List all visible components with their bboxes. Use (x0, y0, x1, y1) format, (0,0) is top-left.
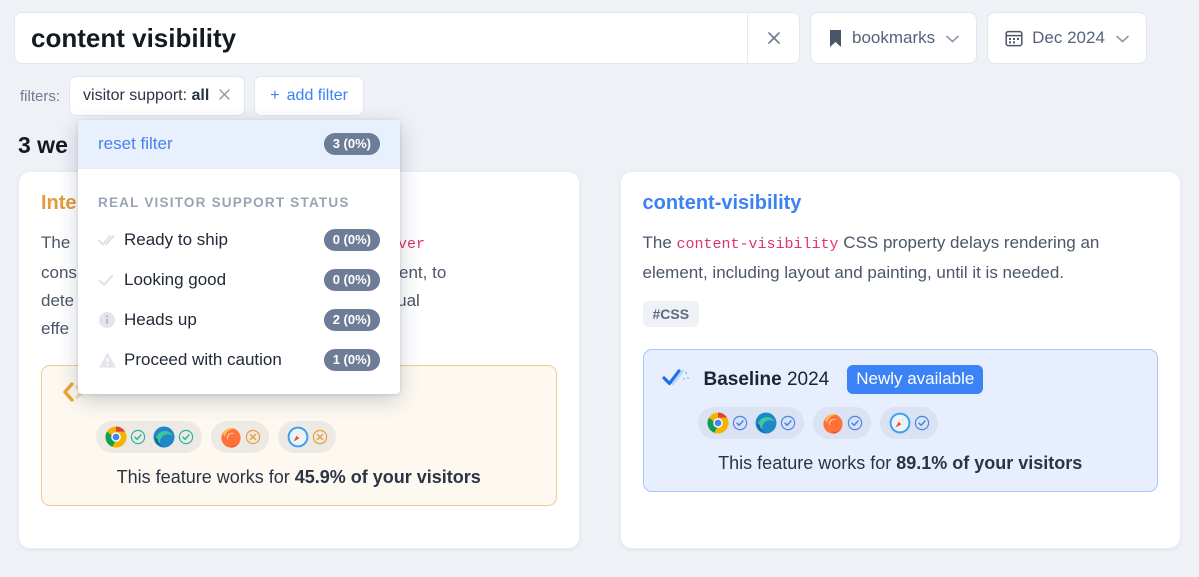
card-description: The content-visibility CSS property dela… (642, 233, 1100, 282)
check-icon (98, 273, 124, 287)
browser-group-safari (278, 421, 336, 453)
page-title[interactable]: content-visibility (642, 192, 802, 214)
browser-group-chromium (96, 421, 202, 453)
visitor-support-value: 45.9% of your visitors (294, 467, 481, 487)
supported-check-icon (178, 429, 194, 445)
visitor-support-text: This feature works for 45.9% of your vis… (116, 467, 481, 487)
chevron-down-icon (1116, 31, 1129, 46)
browser-group-firefox (812, 407, 871, 439)
safari-icon (889, 412, 910, 434)
reset-filter-label: reset filter (98, 134, 173, 153)
add-filter-button[interactable]: + add filter (254, 76, 365, 116)
supported-check-icon (130, 429, 146, 445)
browser-safari (888, 411, 930, 435)
card-title-start: Inte (41, 192, 77, 214)
browser-chrome (104, 425, 146, 449)
supported-check-icon (732, 415, 747, 431)
unsupported-x-icon (312, 429, 328, 445)
calendar-icon (1005, 29, 1023, 47)
safari-icon (287, 426, 309, 448)
search-box (14, 12, 800, 64)
baseline-header: Baseline 2024 Newly available (661, 365, 1140, 394)
browser-support-row (697, 407, 1140, 439)
browser-edge (152, 425, 194, 449)
top-toolbar: bookmarks Dec 2024 (0, 0, 1199, 64)
baseline-word: Baseline (703, 368, 782, 390)
divider (78, 168, 400, 169)
browser-group-safari (879, 407, 938, 439)
bookmarks-label: bookmarks (852, 28, 936, 47)
filter-chip-value: all (191, 87, 210, 104)
menu-item-label: Heads up (124, 310, 197, 329)
browser-firefox (821, 411, 863, 435)
bookmarks-button[interactable]: bookmarks (810, 12, 978, 64)
menu-item-label: Ready to ship (124, 230, 228, 249)
baseline-year: 2024 (786, 368, 830, 390)
browser-firefox (219, 425, 261, 449)
baseline-newly-icon (661, 366, 692, 393)
menu-item-count: 2 (0%) (323, 309, 380, 331)
filter-chip-label: visitor support: all (83, 87, 210, 104)
chrome-icon (105, 426, 127, 448)
supported-check-icon (847, 415, 862, 431)
visitor-support-value: 89.1% of your visitors (896, 453, 1083, 473)
menu-item-heads-up[interactable]: Heads up 2 (0%) (78, 300, 400, 340)
plus-icon: + (270, 87, 280, 104)
baseline-box-newly: Baseline 2024 Newly available (642, 349, 1158, 492)
filters-row: filters: visitor support: all + add filt… (0, 64, 1199, 116)
browser-safari (286, 425, 328, 449)
menu-item-looking-good[interactable]: Looking good 0 (0%) (78, 260, 400, 300)
reset-filter-count: 3 (0%) (323, 133, 380, 155)
visitor-support-text: This feature works for 89.1% of your vis… (718, 453, 1083, 473)
dropdown-section-title: REAL VISITOR SUPPORT STATUS (98, 195, 350, 210)
edge-icon (153, 426, 175, 448)
date-range-label: Dec 2024 (1032, 28, 1105, 47)
results-heading: 3 we (18, 132, 68, 158)
close-icon (767, 32, 780, 44)
search-input[interactable] (15, 13, 747, 63)
menu-item-label: Looking good (124, 270, 227, 289)
chrome-icon (707, 412, 728, 434)
menu-item-count: 0 (0%) (323, 229, 380, 251)
browser-group-firefox (211, 421, 269, 453)
inline-code: content-visibility (676, 236, 839, 253)
browser-edge (754, 411, 796, 435)
date-range-button[interactable]: Dec 2024 (987, 12, 1147, 64)
feature-card-content-visibility[interactable]: content-visibility The content-visibilit… (619, 171, 1181, 549)
supported-check-icon (914, 415, 929, 431)
browser-support-row (96, 421, 538, 453)
bookmark-icon (828, 29, 843, 48)
filter-chip-visitor-support[interactable]: visitor support: all (69, 76, 246, 116)
double-check-icon (98, 233, 124, 247)
menu-item-ready-to-ship[interactable]: Ready to ship 0 (0%) (78, 220, 400, 260)
visitor-support-filter-dropdown[interactable]: reset filter 3 (0%) REAL VISITOR SUPPORT… (78, 120, 400, 394)
menu-item-count: 0 (0%) (323, 269, 380, 291)
warning-triangle-icon (98, 351, 124, 369)
filters-label: filters: (20, 87, 61, 105)
browser-group-chromium (697, 407, 804, 439)
supported-check-icon (780, 415, 795, 431)
firefox-icon (822, 413, 843, 434)
menu-item-label: Proceed with caution (124, 350, 282, 369)
edge-icon (755, 412, 776, 434)
menu-item-proceed-with-caution[interactable]: Proceed with caution 1 (0%) (78, 340, 400, 380)
tag-list: #CSS (642, 301, 1159, 327)
close-icon[interactable] (218, 86, 231, 106)
menu-item-count: 1 (0%) (323, 349, 380, 371)
tag-css[interactable]: #CSS (642, 301, 700, 327)
search-clear-button[interactable] (747, 13, 799, 63)
firefox-icon (221, 427, 241, 448)
chevron-down-icon (946, 31, 959, 46)
add-filter-label: add filter (286, 87, 349, 104)
browser-chrome (706, 411, 748, 435)
reset-filter-item[interactable]: reset filter 3 (0%) (78, 120, 400, 168)
unsupported-x-icon (245, 429, 261, 445)
baseline-label: Baseline 2024 (704, 369, 830, 391)
status-badge: Newly available (847, 365, 984, 394)
info-icon (98, 311, 124, 329)
